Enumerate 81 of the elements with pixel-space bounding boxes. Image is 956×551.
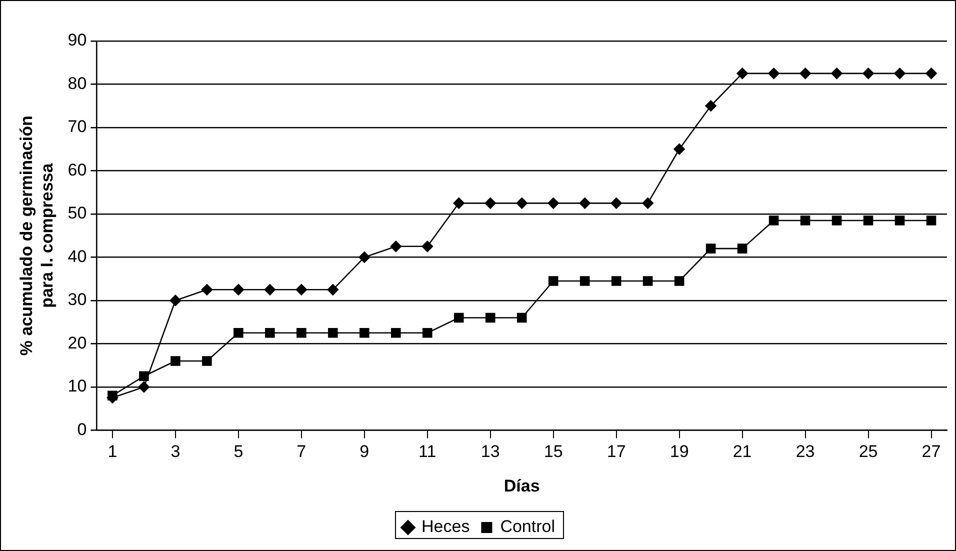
x-tick-label: 23	[796, 442, 815, 462]
y-tick-label: 10	[68, 376, 87, 396]
legend-label: Heces	[422, 517, 470, 536]
point	[296, 284, 308, 296]
x-tick-label: 27	[922, 442, 941, 462]
point	[800, 216, 810, 226]
y-axis-title: % acumulado de germinación para I. compressa	[16, 116, 56, 356]
legend-label: Control	[500, 517, 556, 536]
point	[327, 284, 339, 296]
x-tick-label: 15	[544, 442, 563, 462]
y-tick-label: 30	[68, 290, 87, 310]
point	[611, 276, 622, 286]
x-tick-label: 21	[732, 442, 752, 462]
x-tick-label: 7	[296, 442, 306, 462]
point	[926, 216, 936, 226]
point	[548, 276, 558, 286]
point	[201, 284, 213, 296]
point	[232, 284, 244, 296]
point	[358, 252, 370, 263]
point	[264, 284, 276, 296]
point	[768, 216, 779, 226]
x-tick-label: 11	[418, 442, 436, 462]
y-tick-label: 40	[68, 246, 87, 266]
y-tick-label: 20	[68, 333, 87, 352]
point	[516, 312, 527, 323]
point	[800, 68, 811, 80]
point	[894, 68, 906, 80]
point	[390, 328, 401, 338]
point	[768, 68, 780, 80]
point	[453, 198, 465, 209]
x-tick-label: 13	[480, 442, 500, 462]
point	[265, 328, 275, 338]
point	[484, 198, 496, 209]
point	[832, 216, 842, 226]
point	[516, 198, 528, 209]
point	[926, 68, 937, 80]
point	[202, 356, 212, 366]
x-tick-label: 19	[670, 442, 689, 462]
y-tick-label: 70	[68, 117, 87, 136]
point	[485, 312, 496, 323]
x-tick-label: 9	[360, 442, 370, 462]
x-axis-title: Días	[504, 476, 540, 496]
x-tick-label: 5	[234, 442, 244, 462]
point	[737, 244, 748, 254]
point	[328, 328, 338, 338]
point	[108, 390, 118, 400]
point	[736, 68, 748, 80]
x-tick-label: 17	[606, 442, 626, 462]
point	[706, 244, 716, 254]
point	[170, 294, 182, 306]
point	[674, 276, 684, 286]
point	[674, 143, 685, 155]
point	[610, 198, 622, 209]
point	[138, 381, 150, 393]
point	[705, 100, 716, 112]
y-tick-label: 80	[68, 74, 87, 93]
point	[579, 198, 590, 209]
y-tick-label: 90	[68, 30, 87, 50]
x-tick-label: 1	[108, 442, 118, 462]
point	[642, 198, 654, 209]
y-tick-label: 60	[68, 160, 87, 180]
point	[862, 68, 874, 80]
point	[139, 371, 149, 382]
y-tick-label: 50	[68, 204, 87, 223]
point	[390, 240, 402, 252]
x-tick-label: 3	[170, 442, 180, 462]
x-tick-label: 25	[858, 442, 878, 462]
point	[454, 312, 464, 323]
point	[422, 240, 434, 252]
point	[642, 276, 653, 286]
point	[360, 328, 370, 338]
point	[580, 276, 590, 286]
point	[422, 328, 432, 338]
point	[170, 356, 180, 366]
point	[894, 216, 905, 226]
y-tick-label: 0	[77, 420, 87, 439]
point	[296, 328, 306, 338]
point	[863, 216, 874, 226]
point	[548, 198, 559, 209]
point	[831, 68, 842, 80]
point	[234, 328, 244, 338]
